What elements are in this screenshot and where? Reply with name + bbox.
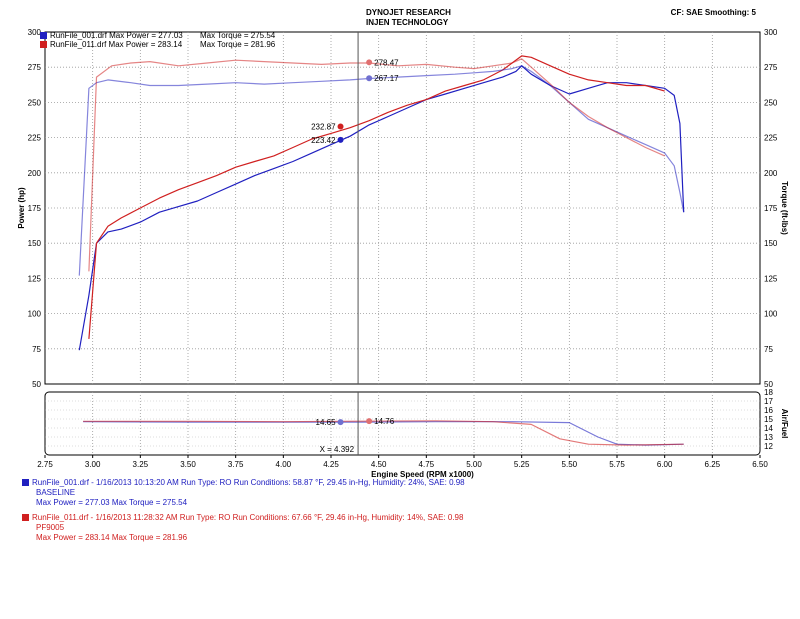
series-line-red-power bbox=[88, 55, 665, 339]
x-tick-label: 3.75 bbox=[228, 460, 244, 469]
y-tick-label: 50 bbox=[32, 380, 41, 389]
run2-max: Max Power = 283.14 Max Torque = 281.96 bbox=[36, 533, 188, 542]
run1-line1: RunFile_001.drf - 1/16/2013 10:13:20 AM … bbox=[32, 478, 465, 487]
series-line-blue-torque bbox=[78, 65, 685, 276]
series-line-blue-power-group bbox=[78, 65, 685, 351]
x-tick-label: 5.50 bbox=[562, 460, 578, 469]
cursor-power-red-label: 232.87 bbox=[311, 123, 336, 132]
y2-tick-label: 175 bbox=[764, 204, 778, 213]
y2-tick-label: 125 bbox=[764, 274, 778, 283]
series-line-red-torque-group bbox=[88, 58, 665, 272]
y2-tick-label: 300 bbox=[764, 28, 778, 37]
afr-tick-label: 12 bbox=[764, 442, 773, 451]
y-tick-label: 300 bbox=[28, 28, 42, 37]
x-tick-label: 3.25 bbox=[133, 460, 149, 469]
afr-tick-label: 14 bbox=[764, 424, 773, 433]
x-tick-label: 5.25 bbox=[514, 460, 530, 469]
cursor-afr-red-dot bbox=[366, 418, 373, 425]
cursor-power-red-dot bbox=[337, 123, 344, 130]
afr-tick-label: 15 bbox=[764, 415, 773, 424]
y-tick-label: 125 bbox=[28, 274, 42, 283]
y2-tick-label: 250 bbox=[764, 98, 778, 107]
run2-label: PF9005 bbox=[36, 523, 65, 532]
cursor-afr-blue-dot bbox=[337, 419, 344, 426]
series-line-blue-power bbox=[78, 65, 685, 351]
y2-tick-label: 275 bbox=[764, 63, 778, 72]
x-tick-label: 4.75 bbox=[419, 460, 435, 469]
chart-subtitle: INJEN TECHNOLOGY bbox=[366, 18, 449, 27]
y2-tick-label: 100 bbox=[764, 310, 778, 319]
x-tick-label: 6.25 bbox=[705, 460, 721, 469]
x-tick-label: 6.00 bbox=[657, 460, 673, 469]
cursor-torque-red-label: 278.47 bbox=[374, 58, 399, 67]
legend-swatch bbox=[40, 41, 47, 48]
y2-axis-label: Torque (ft-lbs) bbox=[780, 181, 789, 235]
series-line-blue-torque-group bbox=[78, 65, 685, 276]
afr-plot-frame bbox=[44, 391, 761, 456]
x-axis-label: Engine Speed (RPM x1000) bbox=[371, 470, 474, 479]
chart-title: DYNOJET RESEARCH bbox=[366, 8, 451, 17]
cursor-torque-blue-label: 267.17 bbox=[374, 74, 399, 83]
y2-tick-label: 50 bbox=[764, 380, 773, 389]
x-tick-label: 3.50 bbox=[180, 460, 196, 469]
y-tick-label: 275 bbox=[28, 63, 42, 72]
run-info-1: RunFile_001.drf - 1/16/2013 10:13:20 AM … bbox=[22, 478, 465, 508]
power-torque-plot: 50 50 75 75 100 100 125 125 150 150 175 175 200 200 22… bbox=[17, 28, 789, 389]
run2-line1: RunFile_011.drf - 1/16/2013 11:28:32 AM … bbox=[32, 513, 464, 522]
cursor-torque-red-dot bbox=[366, 59, 373, 66]
y-tick-label: 75 bbox=[32, 345, 41, 354]
series-line-red-torque bbox=[88, 58, 665, 272]
x-tick-label: 5.75 bbox=[609, 460, 625, 469]
x-tick-label: 3.00 bbox=[85, 460, 101, 469]
legend-entry: RunFile_011.drf Max Power = 283.14 bbox=[50, 40, 183, 49]
legend-entry: RunFile_001.drf Max Power = 277.03 bbox=[50, 31, 183, 40]
run1-max: Max Power = 277.03 Max Torque = 275.54 bbox=[36, 498, 188, 507]
cursor-readout: X = 4.392 bbox=[320, 445, 355, 454]
x-tick-label: 5.00 bbox=[466, 460, 482, 469]
y-tick-label: 175 bbox=[28, 204, 42, 213]
correction-label: CF: SAE Smoothing: 5 bbox=[670, 8, 756, 17]
legend-swatch bbox=[40, 32, 47, 39]
x-tick-label: 2.75 bbox=[37, 460, 53, 469]
y-tick-label: 225 bbox=[28, 134, 42, 143]
afr-tick-label: 13 bbox=[764, 433, 773, 442]
run-info-2: RunFile_011.drf - 1/16/2013 11:28:32 AM … bbox=[22, 513, 463, 543]
cursor-power-blue-label: 223.42 bbox=[311, 136, 336, 145]
afr-line-red-group bbox=[83, 420, 684, 446]
run1-label: BASELINE bbox=[36, 488, 76, 497]
cursor-torque-blue-dot bbox=[366, 75, 373, 82]
series-line-red-power-group bbox=[88, 55, 665, 339]
y2-tick-label: 150 bbox=[764, 239, 778, 248]
afr-tick-label: 18 bbox=[764, 388, 773, 397]
legend-torque: Max Torque = 281.96 bbox=[200, 40, 276, 49]
cursor-afr-red-label: 14.76 bbox=[374, 417, 395, 426]
afr-axis-label: Air/Fuel bbox=[780, 409, 789, 439]
y-tick-label: 150 bbox=[28, 239, 42, 248]
x-tick-label: 4.50 bbox=[371, 460, 387, 469]
air-fuel-plot: 2.75 3.00 3.25 3.50 3.75 4.00 4.25 4.50 4.75 5.00… bbox=[37, 388, 789, 479]
y-tick-label: 200 bbox=[28, 169, 42, 178]
run2-swatch bbox=[22, 514, 29, 521]
run1-swatch bbox=[22, 479, 29, 486]
legend-torque: Max Torque = 275.54 bbox=[200, 31, 276, 40]
y2-tick-label: 200 bbox=[764, 169, 778, 178]
afr-tick-label: 17 bbox=[764, 397, 773, 406]
x-tick-label: 6.50 bbox=[752, 460, 768, 469]
x-tick-label: 4.25 bbox=[323, 460, 339, 469]
y-tick-label: 250 bbox=[28, 98, 42, 107]
afr-line-red bbox=[83, 420, 684, 446]
y-tick-label: 100 bbox=[28, 310, 42, 319]
afr-tick-label: 16 bbox=[764, 406, 773, 415]
cursor-afr-blue-label: 14.65 bbox=[316, 418, 337, 427]
cursor-power-blue-dot bbox=[337, 136, 344, 143]
y2-tick-label: 75 bbox=[764, 345, 773, 354]
y-axis-label: Power (hp) bbox=[17, 187, 26, 229]
x-tick-label: 4.00 bbox=[276, 460, 292, 469]
y2-tick-label: 225 bbox=[764, 134, 778, 143]
